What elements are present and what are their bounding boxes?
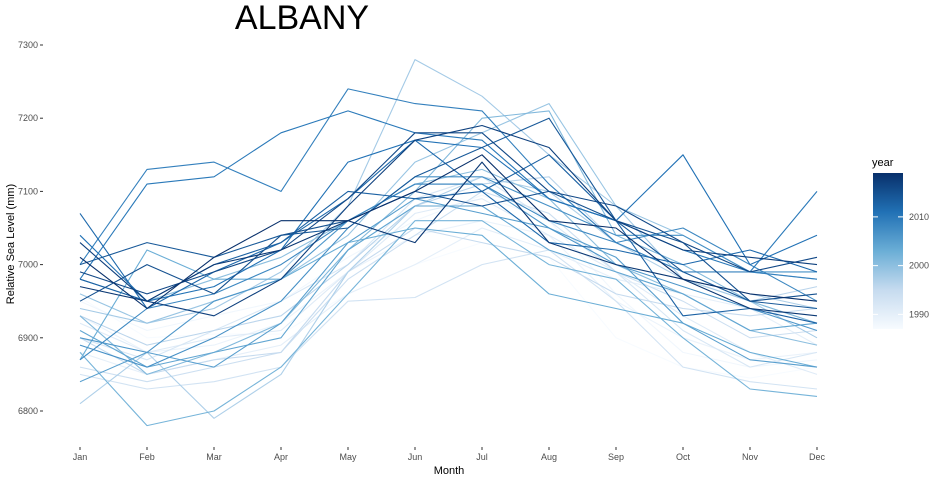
x-tick-label: Apr [274, 452, 288, 462]
legend-colorbar [873, 173, 903, 329]
series-line-2013 [79, 154, 818, 324]
series-line-1992 [79, 176, 818, 368]
legend-tick-label: 1990 [909, 309, 929, 319]
x-axis: Jan Feb Mar Apr May Jun Jul Aug Sep Oct Nov Dec [73, 447, 826, 462]
legend-tick-label: 2010 [909, 212, 929, 222]
legend-ticks: 1990 2000 2010 [873, 212, 929, 319]
x-tick-label: Sep [608, 452, 624, 462]
series-line-2017 [79, 124, 818, 317]
y-axis-title: Relative Sea Level (mm) [5, 184, 17, 304]
year-colorbar-legend: year 1990 2000 2010 [872, 157, 929, 329]
chart-title: ALBANY [235, 0, 369, 37]
series-line-2003 [79, 227, 818, 368]
series-line-2002 [79, 220, 818, 427]
y-tick-label: 7300 [18, 40, 38, 50]
x-tick-label: Nov [742, 452, 759, 462]
x-tick-label: Jul [476, 452, 488, 462]
series-line-2001 [79, 110, 818, 375]
x-tick-label: Dec [809, 452, 826, 462]
x-tick-label: Oct [676, 452, 691, 462]
y-axis: 6800 6900 7000 7100 7200 7300 [18, 40, 43, 416]
series-line-2014 [79, 117, 818, 310]
series-line-1994 [79, 190, 818, 383]
y-tick-label: 7200 [18, 113, 38, 123]
series-line-2010 [79, 110, 818, 280]
y-tick-label: 6800 [18, 406, 38, 416]
series-line-2019 [79, 154, 818, 310]
series-line-2006 [79, 183, 818, 353]
series-line-2012 [79, 139, 818, 310]
series-line-1989 [79, 220, 818, 361]
legend-tick-label: 2000 [909, 261, 929, 271]
legend-title: year [872, 157, 894, 169]
x-tick-label: Mar [206, 452, 222, 462]
series-line-2018 [79, 161, 818, 317]
x-tick-label: May [339, 452, 357, 462]
series-line-1995 [79, 227, 818, 375]
series-line-1988 [79, 194, 818, 368]
y-tick-label: 7000 [18, 260, 38, 270]
series-line-1987 [79, 242, 818, 379]
x-tick-label: Jan [73, 452, 88, 462]
series-line-1993 [79, 249, 818, 390]
series-line-2009 [79, 88, 818, 280]
y-tick-label: 6900 [18, 333, 38, 343]
series-lines [79, 59, 818, 427]
x-tick-label: Jun [408, 452, 423, 462]
series-line-1998 [79, 59, 818, 339]
series-line-2007 [79, 176, 817, 368]
series-line-2005 [79, 198, 818, 383]
x-axis-title: Month [434, 465, 465, 477]
y-tick-label: 7100 [18, 186, 38, 196]
series-line-2015 [79, 190, 818, 302]
x-tick-label: Aug [541, 452, 557, 462]
x-tick-label: Feb [139, 452, 155, 462]
series-line-1990 [79, 227, 818, 375]
series-line-2008 [79, 183, 818, 361]
